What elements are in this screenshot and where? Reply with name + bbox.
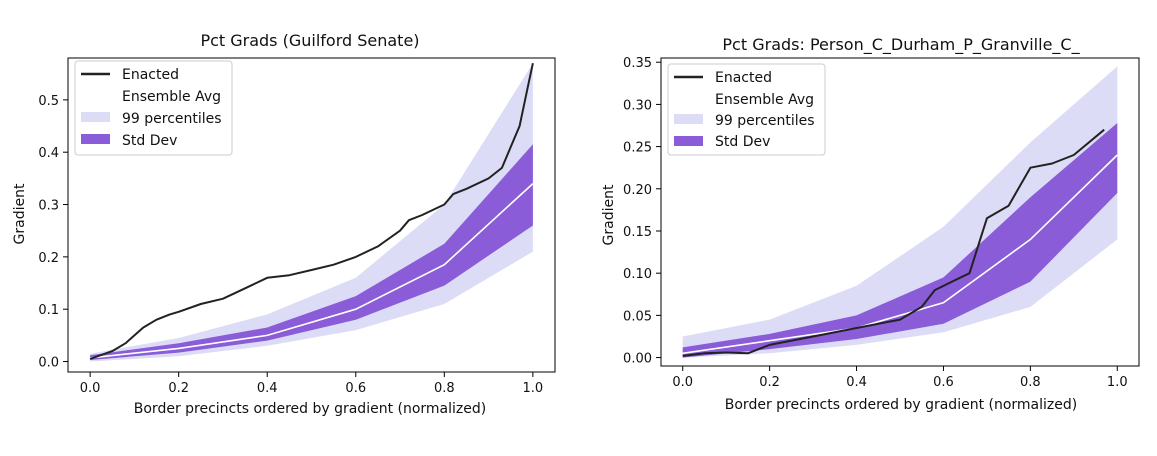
legend-frame <box>74 60 233 156</box>
legend-swatch-std-dev <box>81 134 110 144</box>
x-tick-label: 0.6 <box>933 375 954 390</box>
legend-label-ensemble-avg: Ensemble Avg <box>715 92 814 108</box>
legend-swatch-std-dev <box>674 136 703 146</box>
x-tick-label: 0.4 <box>846 375 867 390</box>
legend-label-99-percentiles: 99 percentiles <box>122 111 222 127</box>
x-tick-label: 0.2 <box>759 375 780 390</box>
line-ensemble-avg <box>90 183 534 359</box>
x-tick-label: 1.0 <box>523 381 544 396</box>
y-tick-label: 0.3 <box>38 199 59 214</box>
legend-label-std-dev: Std Dev <box>122 133 177 149</box>
x-tick-label: 1.0 <box>1107 375 1128 390</box>
plot-area: 0.0 0.2 0.4 0.6 0.8 1.0 0.0 0.1 0.2 0.3 0.4 0.5 <box>38 57 556 396</box>
x-tick-label: 0.4 <box>257 381 278 396</box>
axes-frame <box>660 57 1140 367</box>
line-ensemble-avg <box>682 154 1118 355</box>
y-tick-label: 0.35 <box>623 56 652 71</box>
x-tick-label: 0.2 <box>168 381 189 396</box>
line-enacted <box>682 128 1105 357</box>
legend-label-enacted: Enacted <box>122 67 179 83</box>
legend-swatch-99-percentiles <box>81 112 110 122</box>
y-tick-label: 0.0 <box>38 356 59 371</box>
legend: Enacted Ensemble Avg 99 percentiles Std … <box>667 63 826 156</box>
x-tick-label: 0.0 <box>672 375 693 390</box>
y-tick-label: 0.1 <box>38 303 59 318</box>
y-tick-label: 0.5 <box>38 94 59 109</box>
y-tick-label: 0.30 <box>623 98 652 113</box>
x-tick-label: 0.8 <box>1020 375 1041 390</box>
y-tick-label: 0.25 <box>623 141 652 156</box>
line-enacted <box>89 62 534 360</box>
x-tick-label: 0.6 <box>345 381 366 396</box>
x-tick-label: 0.8 <box>434 381 455 396</box>
chart-title: Pct Grads (Guilford Senate) <box>200 31 419 50</box>
x-tick-label: 0.0 <box>80 381 101 396</box>
legend: Enacted Ensemble Avg 99 percentiles Std … <box>74 60 233 156</box>
legend-swatch-99-percentiles <box>674 114 703 124</box>
legend-frame <box>667 63 826 156</box>
y-tick-label: 0.00 <box>623 352 652 367</box>
y-tick-label: 0.05 <box>623 309 652 324</box>
plot-area: 0.0 0.2 0.4 0.6 0.8 1.0 0.00 0.05 0.10 0.15 0.20 0.… <box>623 56 1140 390</box>
y-tick-label: 0.20 <box>623 183 652 198</box>
y-tick-label: 0.4 <box>38 146 59 161</box>
y-tick-label: 0.15 <box>623 225 652 240</box>
chart-guilford-senate: Pct Grads (Guilford Senate) Border preci… <box>12 31 556 417</box>
y-tick-label: 0.2 <box>38 251 59 266</box>
legend-label-std-dev: Std Dev <box>715 134 770 150</box>
y-tick-label: 0.10 <box>623 267 652 282</box>
legend-label-99-percentiles: 99 percentiles <box>715 113 815 129</box>
y-axis-label: Gradient <box>601 184 617 245</box>
chart-title: Pct Grads: Person_C_Durham_P_Granville_C… <box>722 35 1080 55</box>
y-axis-label: Gradient <box>12 183 28 244</box>
legend-label-ensemble-avg: Ensemble Avg <box>122 89 221 105</box>
x-axis-label: Border precincts ordered by gradient (no… <box>725 397 1077 413</box>
axes-frame <box>67 57 556 373</box>
chart-person-durham-granville: Pct Grads: Person_C_Durham_P_Granville_C… <box>601 35 1140 413</box>
band-std-dev <box>90 144 533 360</box>
legend-label-enacted: Enacted <box>715 70 772 86</box>
x-axis-label: Border precincts ordered by gradient (no… <box>134 401 486 417</box>
